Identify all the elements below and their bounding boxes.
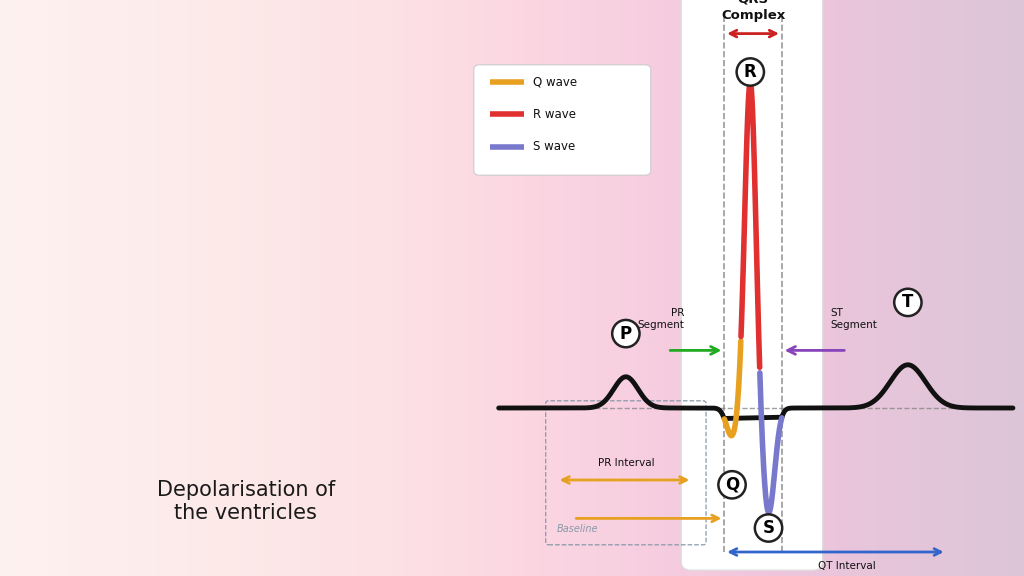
Text: QT Interval: QT Interval [818, 562, 876, 571]
Text: R: R [743, 63, 757, 81]
FancyBboxPatch shape [681, 0, 822, 570]
Text: Depolarisation of
the ventricles: Depolarisation of the ventricles [157, 479, 335, 523]
Text: S: S [763, 519, 774, 537]
Text: PR Interval: PR Interval [598, 458, 654, 468]
FancyBboxPatch shape [474, 65, 651, 175]
Text: R wave: R wave [532, 108, 575, 121]
Text: Q wave: Q wave [532, 75, 578, 88]
Text: Baseline: Baseline [557, 524, 598, 534]
Text: S wave: S wave [532, 141, 575, 153]
Text: T: T [902, 293, 913, 312]
Text: PR
Segment: PR Segment [637, 308, 684, 330]
Text: Q: Q [725, 476, 739, 494]
Text: QRS
Complex: QRS Complex [721, 0, 785, 22]
Text: P: P [620, 325, 632, 343]
Text: ST
Segment: ST Segment [830, 308, 878, 330]
